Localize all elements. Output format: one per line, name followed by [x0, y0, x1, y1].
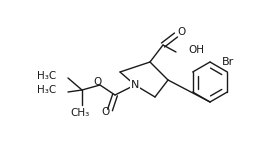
Text: O: O — [101, 107, 109, 117]
Text: O: O — [177, 27, 185, 37]
Text: CH₃: CH₃ — [70, 108, 90, 118]
Text: N: N — [131, 80, 139, 90]
Text: Br: Br — [222, 57, 234, 67]
Text: OH: OH — [188, 45, 204, 55]
Text: H₃C: H₃C — [37, 71, 56, 81]
Text: O: O — [93, 77, 101, 87]
Text: H₃C: H₃C — [37, 85, 56, 95]
